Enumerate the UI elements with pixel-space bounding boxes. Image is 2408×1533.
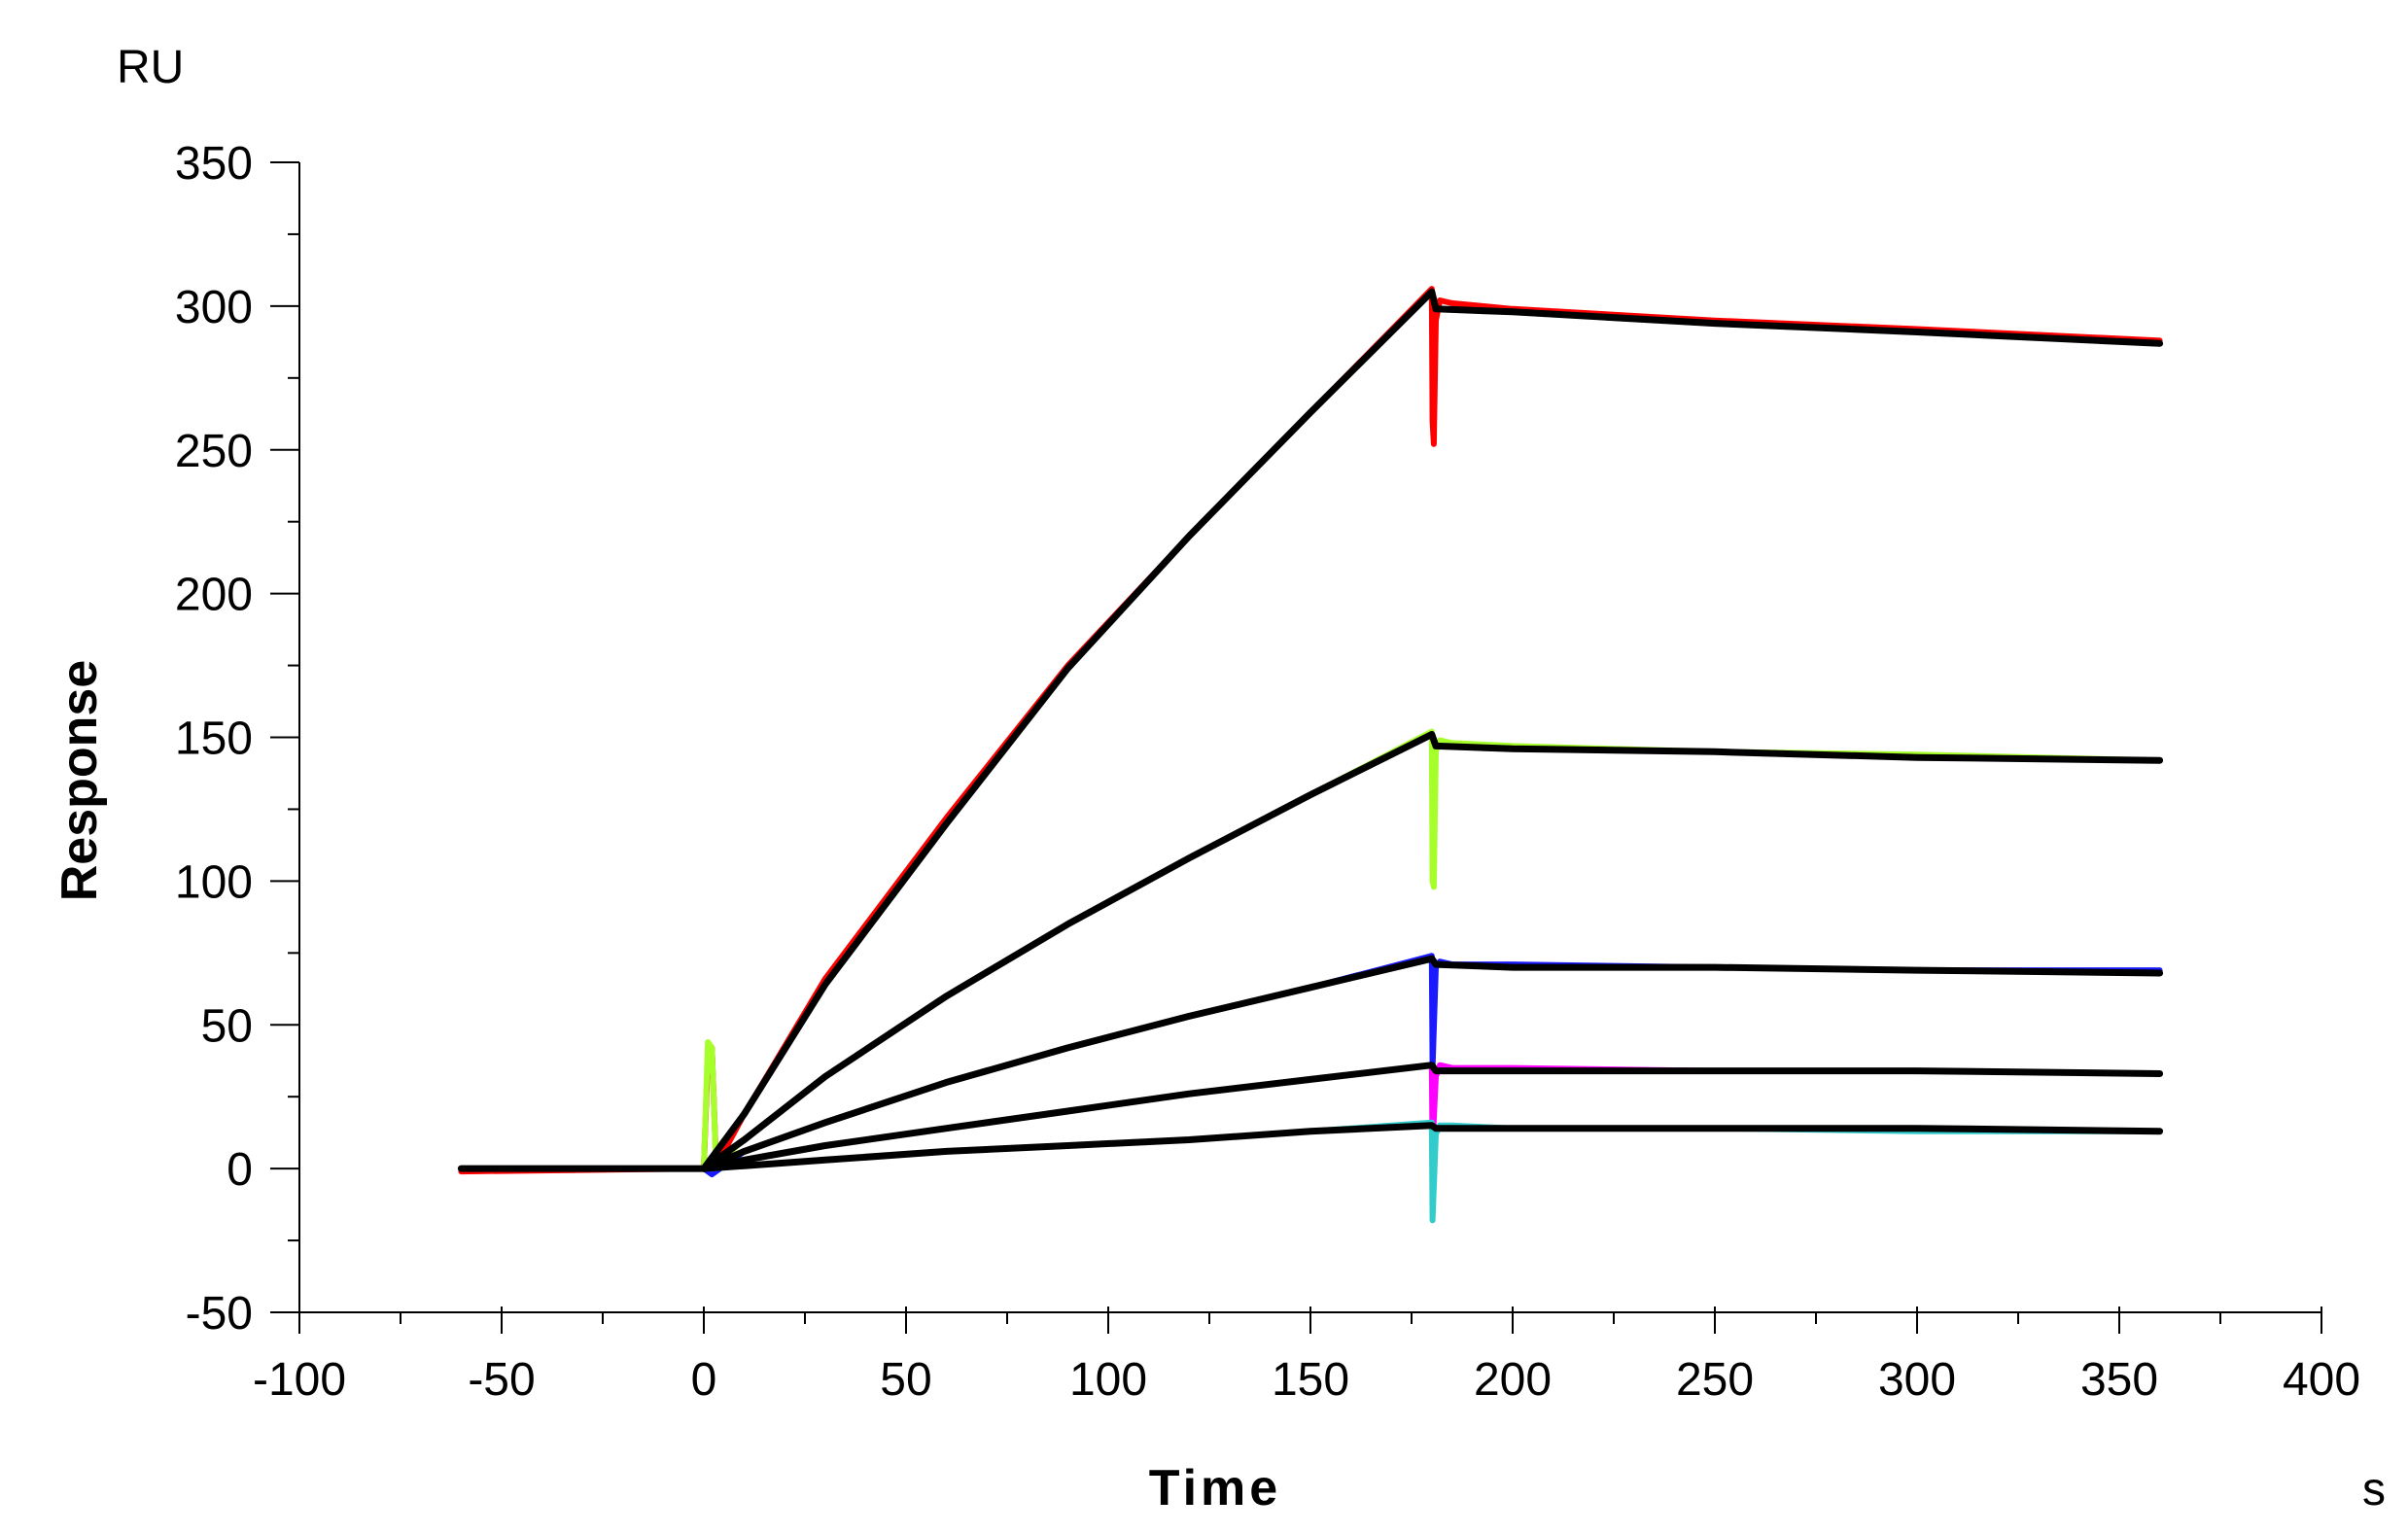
x-tick-label: -100: [253, 1354, 346, 1406]
series-group: [457, 286, 2164, 1224]
y-unit-label: RU: [117, 42, 184, 93]
y-tick-label: 50: [201, 1000, 253, 1052]
x-tick-label: 200: [1474, 1354, 1552, 1406]
ticks: [270, 161, 2322, 1334]
x-tick-label: 100: [1069, 1354, 1147, 1406]
y-tick-label: -50: [186, 1288, 253, 1340]
x-tick-label: 400: [2283, 1354, 2360, 1406]
x-unit-label: s: [2362, 1464, 2386, 1516]
x-tick-label: 250: [1676, 1354, 1754, 1406]
y-axis-title: Response: [52, 660, 108, 902]
x-tick-label: 50: [880, 1354, 931, 1406]
tick-labels: -100 -50 0 50 100 150 200 250 300 350 400-50050100…: [175, 138, 2360, 1406]
x-tick-label: 0: [691, 1354, 717, 1406]
x-tick-label: 150: [1272, 1354, 1349, 1406]
fit-5-line: [700, 1122, 2164, 1172]
y-tick-label: 250: [175, 426, 253, 477]
fit-2-line: [700, 731, 2164, 1172]
x-tick-label: 350: [2080, 1354, 2158, 1406]
x-tick-label: 300: [1878, 1354, 1956, 1406]
y-tick-label: 350: [175, 138, 253, 190]
x-tick-label: -50: [468, 1354, 535, 1406]
y-tick-label: 200: [175, 570, 253, 621]
fit-4-line: [700, 1062, 2164, 1172]
fit-1-line: [457, 288, 2164, 1172]
y-tick-label: 150: [175, 714, 253, 765]
x-axis-title: Time: [1149, 1460, 1281, 1516]
fit-3-line: [700, 955, 2164, 1172]
y-tick-label: 300: [175, 282, 253, 333]
y-tick-label: 0: [227, 1144, 253, 1196]
y-tick-label: 100: [175, 856, 253, 908]
